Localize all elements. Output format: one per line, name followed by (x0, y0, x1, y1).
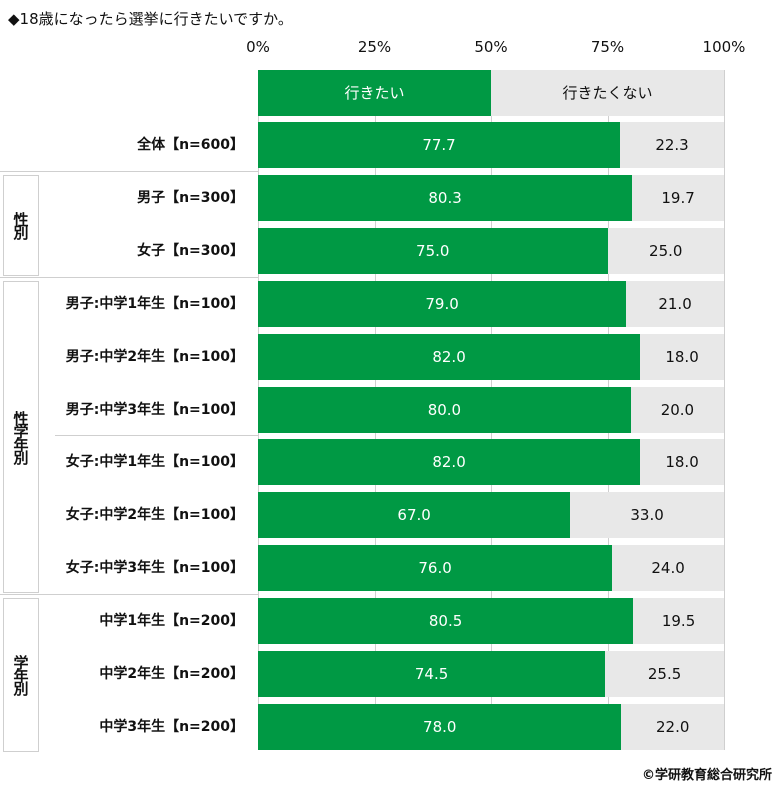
bar-want: 80.0 (258, 386, 631, 433)
copyright-credit: ©学研教育総合研究所 (641, 768, 772, 783)
x-tick-label: 100% (702, 38, 746, 56)
x-tick-label: 75% (590, 38, 625, 56)
group-label: 性別 (3, 174, 39, 276)
bar-not-want: 18.0 (640, 439, 724, 486)
group-label: 性学年別 (3, 280, 39, 594)
legend-want: 行きたい (258, 70, 491, 116)
bar-not-want: 22.3 (620, 122, 724, 168)
gridline (724, 70, 725, 750)
bar-want: 80.5 (258, 598, 634, 645)
bar-not-want: 33.0 (570, 492, 724, 539)
category-label: 男子:中学2年生【n=100】 (65, 348, 244, 365)
group-separator (0, 276, 258, 278)
x-tick-label: 0% (246, 38, 270, 56)
group-label: 学年別 (3, 598, 39, 752)
category-label: 女子【n=300】 (137, 242, 244, 259)
group-separator (0, 594, 258, 596)
category-label: 男子【n=300】 (137, 189, 244, 206)
category-label: 中学3年生【n=200】 (99, 718, 244, 735)
bar-not-want: 24.0 (612, 545, 724, 592)
bar-want: 79.0 (258, 280, 627, 327)
category-label: 中学2年生【n=200】 (99, 666, 244, 682)
bar-want: 82.0 (258, 439, 641, 486)
bar-want: 77.7 (258, 122, 621, 168)
bar-want: 78.0 (258, 703, 622, 750)
category-label: 女子:中学2年生【n=100】 (65, 507, 244, 524)
bar-want: 80.3 (258, 174, 633, 221)
category-label: 男子:中学1年生【n=100】 (65, 295, 244, 312)
category-label: 女子:中学3年生【n=100】 (65, 560, 244, 577)
bar-not-want: 18.0 (640, 333, 724, 380)
bar-not-want: 19.5 (633, 598, 724, 645)
group-separator (0, 170, 258, 172)
x-tick-label: 25% (357, 38, 392, 56)
category-label: 中学1年生【n=200】 (99, 613, 244, 630)
bar-want: 74.5 (258, 651, 606, 697)
bar-not-want: 25.0 (607, 227, 724, 274)
legend-not-want: 行きたくない (491, 70, 724, 116)
x-tick-label: 50% (474, 38, 508, 56)
group-separator (55, 435, 258, 437)
category-label: 男子:中学3年生【n=100】 (65, 401, 244, 418)
category-label: 女子:中学1年生【n=100】 (65, 454, 244, 471)
bar-not-want: 19.7 (632, 174, 724, 221)
bar-want: 76.0 (258, 545, 613, 592)
bar-not-want: 21.0 (626, 280, 724, 327)
bar-want: 67.0 (258, 492, 571, 539)
bar-not-want: 25.5 (605, 651, 724, 697)
category-label: 全体【n=600】 (137, 137, 244, 153)
bar-want: 75.0 (258, 227, 608, 274)
chart-title: ◆18歳になったら選挙に行きたいですか。 (8, 10, 293, 28)
bar-not-want: 20.0 (630, 386, 724, 433)
bar-not-want: 22.0 (621, 703, 724, 750)
bar-want: 82.0 (258, 333, 641, 380)
